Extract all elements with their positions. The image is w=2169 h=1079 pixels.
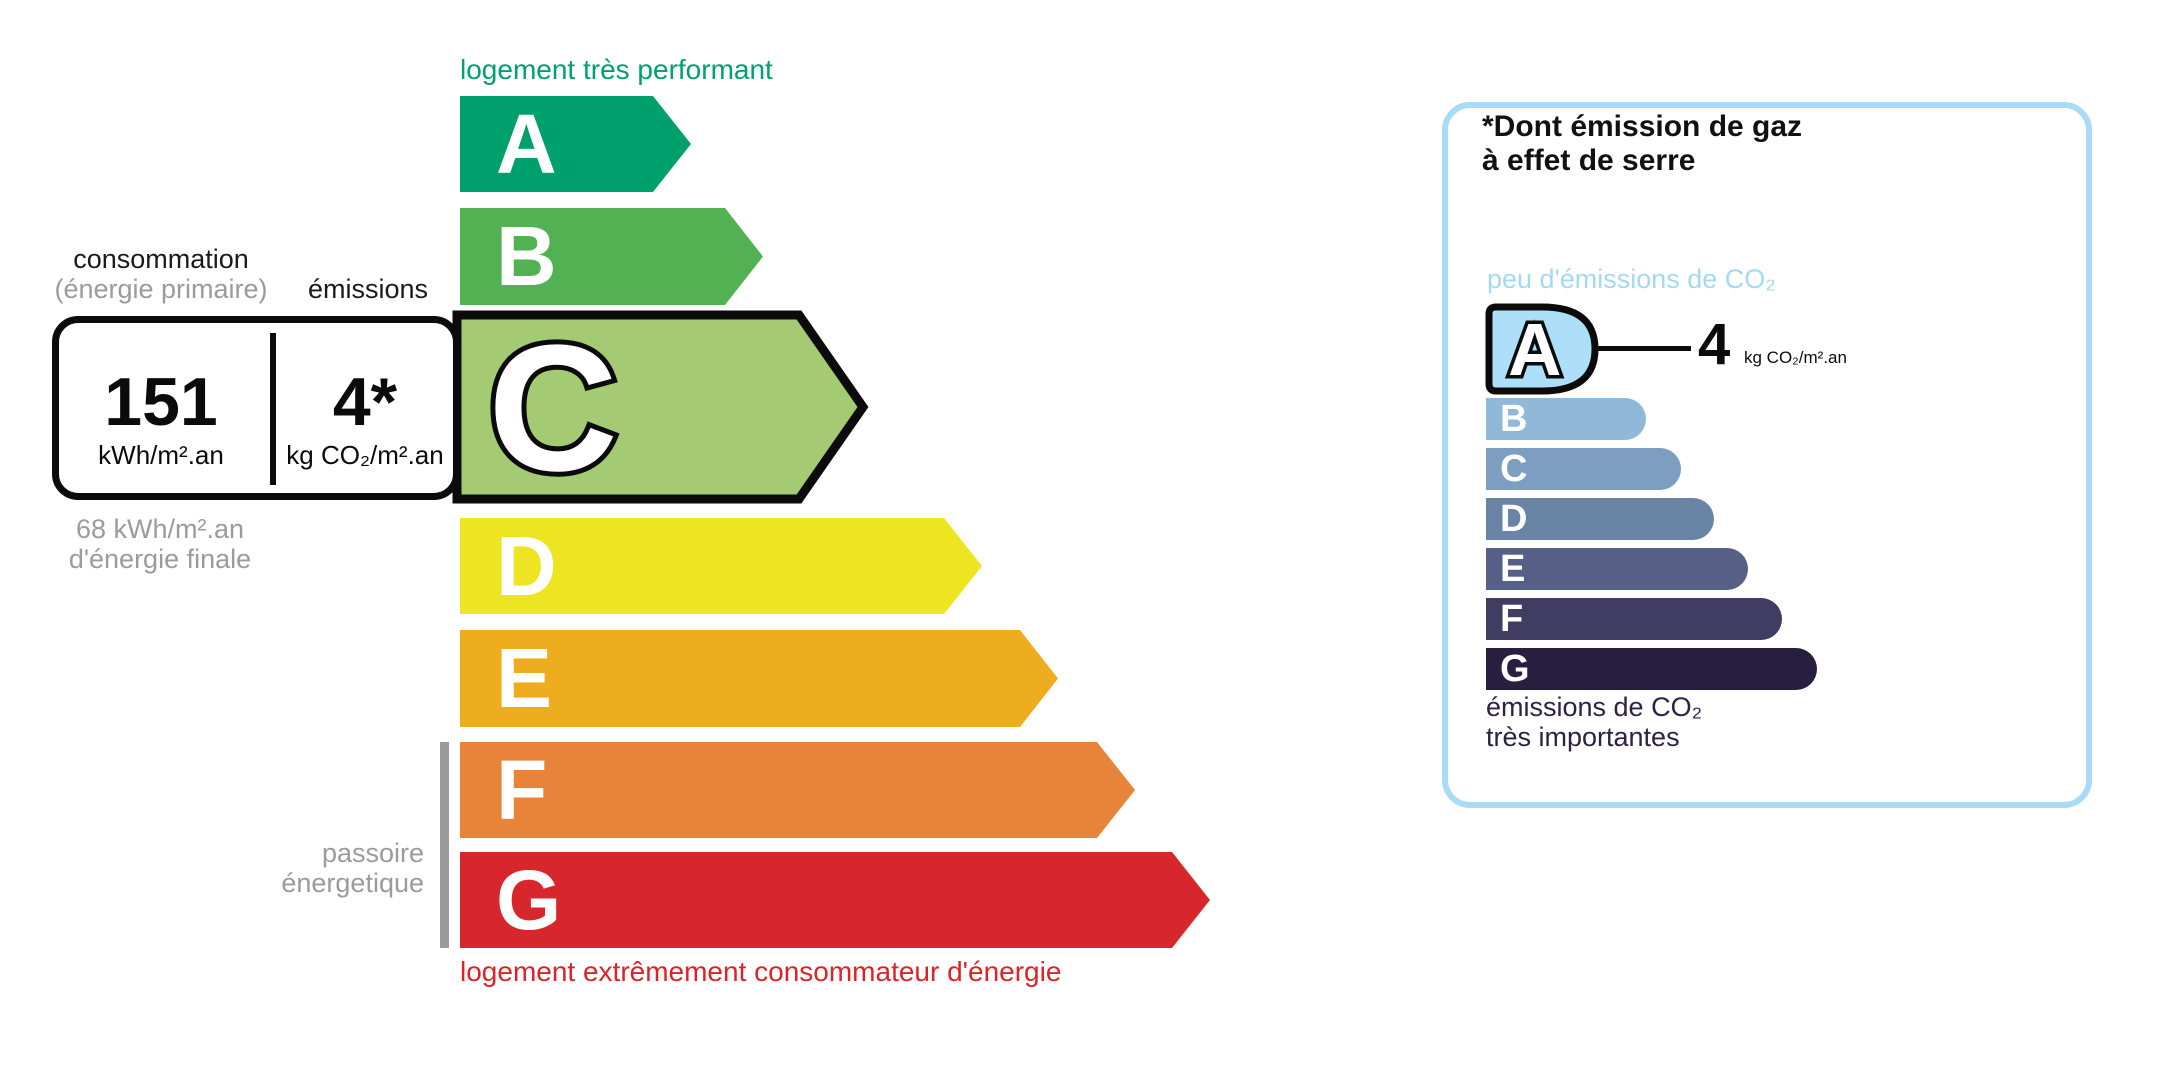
co2-class-badge-a-shape bbox=[1485, 303, 1599, 395]
final-energy-value: 68 kWh/m².an bbox=[75, 514, 245, 544]
final-energy-caption: d'énergie finale bbox=[68, 544, 252, 574]
co2-panel-title-line2: à effet de serre bbox=[1482, 144, 1696, 177]
emissions-label: émissions bbox=[307, 274, 429, 304]
energy-class-bar-f: F bbox=[460, 742, 1135, 838]
co2-class-letter-e: E bbox=[1500, 547, 1526, 590]
energy-class-bar-g: G bbox=[460, 852, 1210, 948]
co2-class-letter-f: F bbox=[1500, 597, 1524, 640]
energy-class-letter-g: G bbox=[496, 852, 562, 947]
energy-sieve-label-line1: passoire bbox=[321, 838, 424, 868]
co2-class-bar-b: B bbox=[1486, 398, 1646, 440]
energy-class-letter-f: F bbox=[496, 742, 548, 837]
energy-class-bar-e: E bbox=[460, 630, 1058, 727]
co2-class-bar-d: D bbox=[1486, 498, 1714, 540]
co2-class-badge-a-selected: A bbox=[1485, 303, 1599, 395]
energy-sieve-label-line2: énergetique bbox=[281, 868, 424, 898]
co2-low-emissions-label: peu d'émissions de CO₂ bbox=[1487, 264, 1776, 294]
energy-class-bar-d: D bbox=[460, 518, 982, 614]
co2-class-letter-a: A bbox=[1508, 308, 1561, 391]
co2-class-bar-c: C bbox=[1486, 448, 1681, 490]
co2-panel-title-line1: *Dont émission de gaz bbox=[1482, 110, 1803, 143]
rating-value-box bbox=[52, 316, 460, 500]
co2-panel-title: *Dont émission de gaz à effet de serre bbox=[1482, 110, 2042, 178]
bottom-scale-label: logement extrêmement consommateur d'éner… bbox=[460, 956, 1062, 987]
energy-sieve-line bbox=[440, 742, 449, 948]
co2-class-bar-f: F bbox=[1486, 598, 1782, 640]
consumption-label: consommation bbox=[73, 244, 249, 274]
primary-energy-label: (énergie primaire) bbox=[54, 274, 268, 304]
consumption-value: 151 bbox=[104, 364, 218, 440]
emissions-value: 4* bbox=[332, 364, 398, 440]
co2-high-emissions-label-line2: très importantes bbox=[1486, 722, 1680, 752]
emissions-unit: kg CO₂/m².an bbox=[286, 440, 444, 470]
co2-selected-value: 4 bbox=[1698, 312, 1731, 377]
co2-high-emissions-label-line1: émissions de CO₂ bbox=[1486, 692, 1703, 722]
co2-selected-unit: kg CO₂/m².an bbox=[1744, 348, 1847, 367]
energy-class-letter-c: C bbox=[488, 308, 618, 508]
energy-class-bar-b: B bbox=[460, 208, 763, 305]
energy-class-letter-b: B bbox=[496, 209, 557, 303]
top-scale-label: logement très performant bbox=[460, 54, 773, 85]
energy-class-bar-a: A bbox=[460, 96, 691, 192]
co2-class-letter-c: C bbox=[1500, 447, 1528, 490]
co2-class-letter-g: G bbox=[1500, 647, 1530, 690]
co2-class-bar-e: E bbox=[1486, 548, 1748, 590]
co2-class-bar-g: G bbox=[1486, 648, 1817, 690]
consumption-unit: kWh/m².an bbox=[98, 440, 224, 470]
co2-class-letter-b: B bbox=[1500, 397, 1528, 440]
co2-value-connector-line bbox=[1597, 346, 1691, 351]
energy-class-letter-a: A bbox=[496, 96, 557, 191]
rating-box-divider bbox=[270, 333, 276, 485]
co2-class-letter-d: D bbox=[1500, 497, 1528, 540]
energy-class-letter-e: E bbox=[496, 631, 553, 725]
energy-class-bar-c-selected: C bbox=[452, 306, 869, 508]
energy-class-letter-d: D bbox=[496, 518, 557, 613]
